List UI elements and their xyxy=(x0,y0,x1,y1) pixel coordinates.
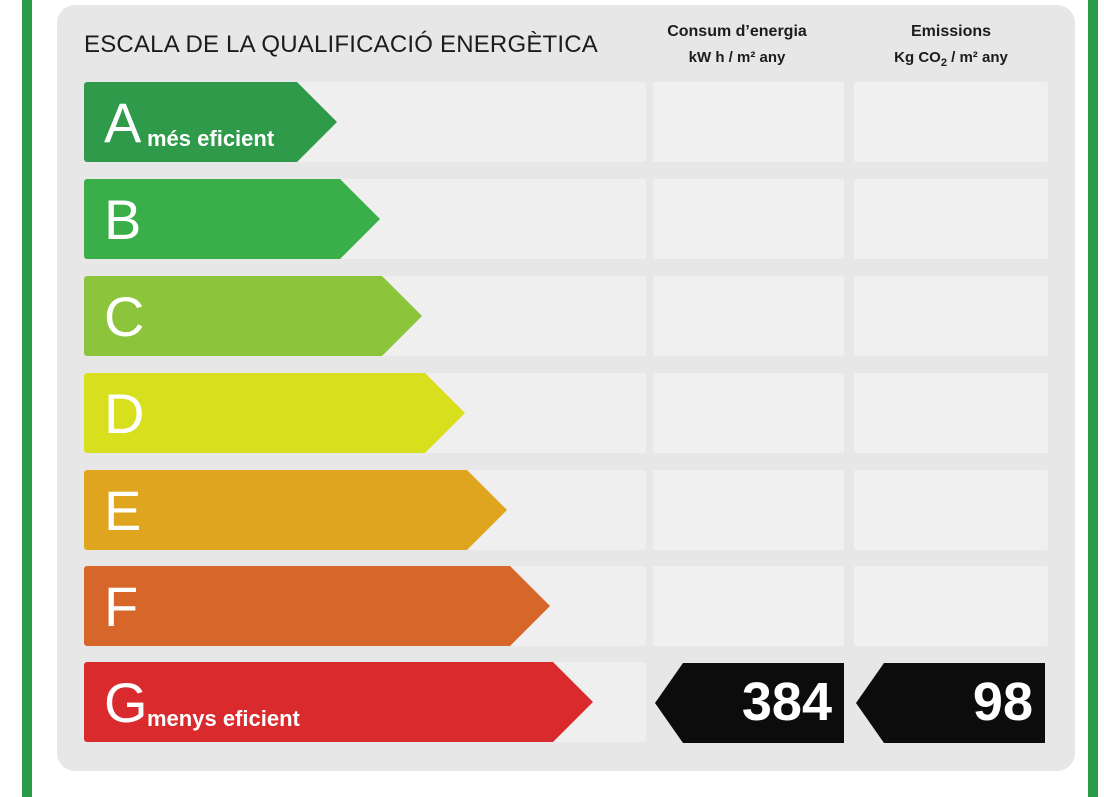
row-a-consumption-cell xyxy=(653,82,844,162)
class-f-arrow: F xyxy=(84,566,550,646)
consumption-value: 384 xyxy=(741,672,832,732)
emissions-value-indicator: 98 xyxy=(856,663,1045,743)
row-d-emissions-cell xyxy=(854,373,1048,453)
class-g-tag: menys eficient xyxy=(147,706,300,731)
class-f-letter: F xyxy=(104,575,139,638)
scale-title: ESCALA DE LA QUALIFICACIÓ ENERGÈTICA xyxy=(84,31,599,58)
consumption-header-label: Consum d’energia xyxy=(667,23,807,40)
class-b-arrow: B xyxy=(84,179,380,259)
class-a-arrow: A més eficient xyxy=(84,82,337,162)
class-e-arrow: E xyxy=(84,470,507,550)
row-a-emissions-cell xyxy=(854,82,1048,162)
class-c-arrow: C xyxy=(84,276,422,356)
consumption-header: Consum d’energia kW h / m² any xyxy=(653,19,821,71)
emissions-value: 98 xyxy=(972,672,1033,732)
emissions-header-label: Emissions xyxy=(910,23,992,40)
emissions-header-unit: Kg CO2 / m² any xyxy=(894,49,1008,69)
frame-left-border xyxy=(22,0,32,797)
frame-right-border xyxy=(1088,0,1098,797)
row-e-consumption-cell xyxy=(653,470,844,550)
row-c-emissions-cell xyxy=(854,276,1048,356)
class-d-arrow: D xyxy=(84,373,465,453)
row-c-consumption-cell xyxy=(653,276,844,356)
row-e-emissions-cell xyxy=(854,470,1048,550)
class-b-letter: B xyxy=(104,188,142,251)
class-a-tag: més eficient xyxy=(147,126,275,151)
row-f-consumption-cell xyxy=(653,566,844,646)
class-d-letter: D xyxy=(104,382,145,445)
class-c-letter: C xyxy=(104,285,145,348)
row-b-emissions-cell xyxy=(854,179,1048,259)
class-a-letter: A xyxy=(104,91,142,154)
class-g-letter: G xyxy=(104,671,148,734)
class-e-letter: E xyxy=(104,479,142,542)
consumption-value-indicator: 384 xyxy=(655,663,844,743)
emissions-header: Emissions Kg CO2 / m² any xyxy=(867,19,1035,76)
energy-label-panel: ESCALA DE LA QUALIFICACIÓ ENERGÈTICA Con… xyxy=(57,5,1075,771)
row-b-consumption-cell xyxy=(653,179,844,259)
row-f-emissions-cell xyxy=(854,566,1048,646)
consumption-header-unit: kW h / m² any xyxy=(688,49,786,66)
row-d-consumption-cell xyxy=(653,373,844,453)
class-g-arrow: G menys eficient xyxy=(84,662,593,742)
